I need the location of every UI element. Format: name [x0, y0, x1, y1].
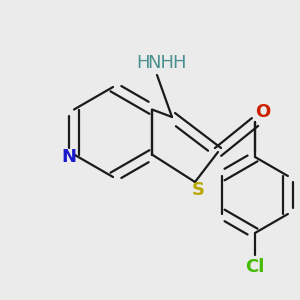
Text: O: O	[255, 103, 271, 121]
Text: Cl: Cl	[245, 258, 265, 276]
Text: S: S	[191, 181, 205, 199]
Text: H: H	[136, 54, 150, 72]
Text: N: N	[61, 148, 76, 166]
Text: NH: NH	[148, 54, 175, 72]
Text: H: H	[172, 54, 186, 72]
